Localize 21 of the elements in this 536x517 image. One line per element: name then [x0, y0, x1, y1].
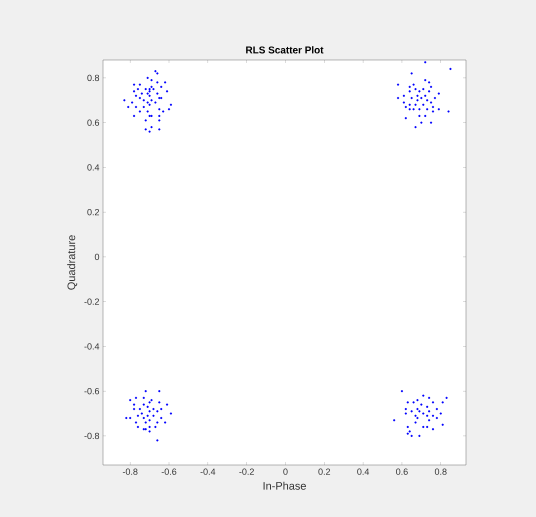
x-tick-label: -0.4 — [200, 468, 216, 475]
x-axis-title: In-Phase — [264, 482, 306, 490]
y-tick-label: 0.4 — [87, 164, 100, 171]
x-tick-label: 0.2 — [318, 468, 330, 475]
x-tick-label: -0.2 — [239, 468, 254, 475]
y-tick-label: -0.8 — [84, 432, 100, 440]
y-tick-label: 0.8 — [87, 74, 100, 82]
chart-title: RLS Scatter Plot — [246, 46, 324, 54]
y-tick-label: -0.2 — [84, 298, 100, 305]
y-axis-title: Quadrature — [67, 235, 78, 290]
x-tick-label: -0.8 — [122, 468, 138, 475]
x-tick-label: 0.4 — [357, 468, 370, 475]
x-tick-label: 0 — [283, 468, 288, 475]
x-tick-label: 0.6 — [396, 468, 408, 475]
y-tick-label: 0.6 — [87, 119, 100, 126]
x-tick-label: -0.6 — [162, 468, 176, 475]
y-tick-label: 0 — [94, 254, 100, 260]
x-tick-label: 0.8 — [434, 468, 447, 475]
y-tick-label: -0.4 — [84, 343, 100, 350]
y-tick-label: 0.2 — [87, 208, 100, 216]
y-tick-label: -0.6 — [84, 388, 100, 394]
